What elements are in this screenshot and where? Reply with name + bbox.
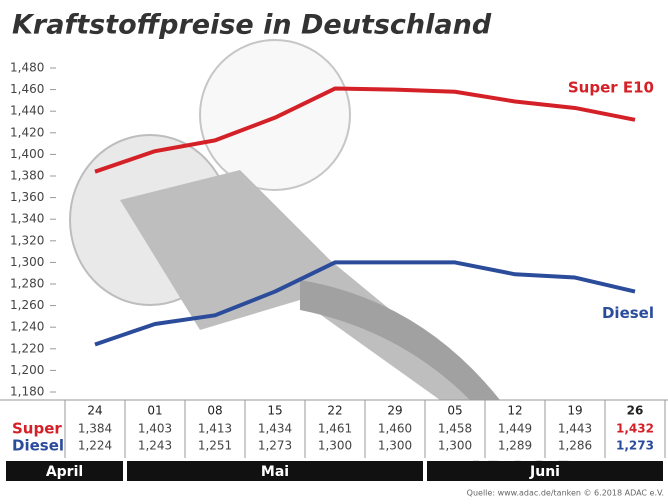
y-tick-label: 1,400 [10,147,44,161]
x-tick-label: 08 [207,404,222,418]
value-label: 1,434 [258,422,292,436]
value-label: 1,458 [438,422,472,436]
value-label: 1,300 [318,439,352,453]
y-tick-label: 1,200 [10,363,44,377]
y-tick-label: 1,220 [10,341,44,355]
value-label: 1,460 [378,422,412,436]
month-bar [6,461,123,481]
value-label: 1,251 [198,439,232,453]
y-tick-label: 1,340 [10,212,44,226]
legend-label: Diesel [602,304,654,322]
month-label: Mai [261,464,289,480]
value-label: 1,273 [258,439,292,453]
y-tick-label: 1,460 [10,82,44,96]
y-tick-label: 1,320 [10,233,44,247]
x-tick-label: 29 [387,404,402,418]
y-tick-label: 1,260 [10,298,44,312]
value-label: 1,413 [198,422,232,436]
row-label: Super [12,420,62,438]
y-tick-label: 1,380 [10,169,44,183]
x-tick-label: 19 [567,404,582,418]
y-tick-label: 1,480 [10,61,44,75]
value-label: 1,286 [558,439,592,453]
y-tick-label: 1,280 [10,277,44,291]
y-tick-label: 1,440 [10,104,44,118]
value-label: 1,449 [498,422,532,436]
y-tick-label: 1,180 [10,385,44,399]
series-line [94,260,636,347]
x-tick-label: 22 [327,404,342,418]
month-bar [127,461,423,481]
value-label: 1,432 [616,422,654,436]
value-label: 1,403 [138,422,172,436]
y-tick-label: 1,420 [10,125,44,139]
series-line [94,86,636,174]
background-illustration [69,39,500,400]
value-label: 1,273 [616,439,654,453]
value-label: 1,224 [78,439,112,453]
month-bar [427,461,663,481]
month-label: Juni [529,464,560,480]
value-label: 1,300 [438,439,472,453]
chart-title: Kraftstoffpreise in Deutschland [12,10,492,41]
legend-label: Super E10 [568,78,654,96]
x-tick-label: 24 [87,404,102,418]
x-tick-label: 01 [147,404,162,418]
x-tick-label: 12 [507,404,522,418]
value-label: 1,243 [138,439,172,453]
y-tick-label: 1,300 [10,255,44,269]
source: Quelle: www.adac.de/tanken © 6.2018 ADAC… [467,489,664,498]
y-tick-label: 1,240 [10,320,44,334]
y-tick-label: 1,360 [10,190,44,204]
value-label: 1,461 [318,422,352,436]
value-label: 1,289 [498,439,532,453]
month-label: April [46,464,83,480]
x-tick-label: 26 [627,404,644,418]
value-label: 1,384 [78,422,112,436]
value-label: 1,300 [378,439,412,453]
x-tick-label: 05 [447,404,462,418]
x-tick-label: 15 [267,404,282,418]
row-label: Diesel [12,437,64,455]
value-label: 1,443 [558,422,592,436]
